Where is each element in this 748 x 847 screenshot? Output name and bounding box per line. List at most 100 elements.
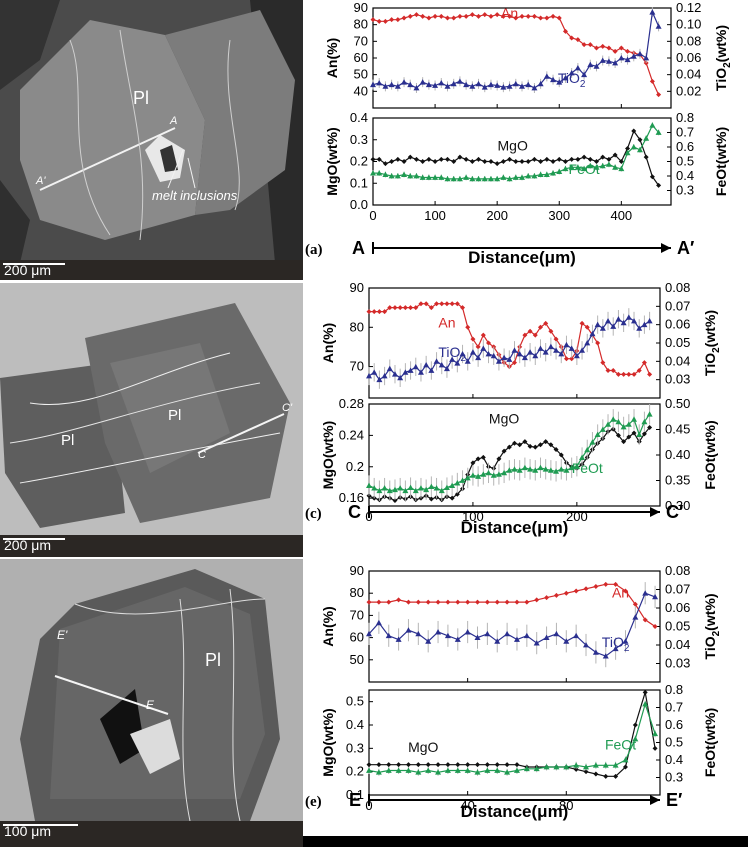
data-point xyxy=(615,418,622,425)
y2-tick-label: 0.5 xyxy=(665,735,683,750)
y-tick-label: 0.24 xyxy=(339,427,364,442)
data-point xyxy=(433,485,440,491)
series-label: TiO2 xyxy=(558,70,586,90)
data-point xyxy=(547,467,554,473)
data-point xyxy=(457,154,463,160)
data-point xyxy=(532,467,539,473)
x-axis: 0100200CC′(c)Distance(μm) xyxy=(305,502,683,537)
data-point xyxy=(655,129,662,135)
data-point xyxy=(488,159,494,164)
data-point xyxy=(494,599,500,605)
y2-tick-label: 0.08 xyxy=(665,280,690,295)
data-point xyxy=(417,369,424,375)
data-point xyxy=(534,597,540,603)
data-point xyxy=(600,43,606,49)
data-point xyxy=(556,15,562,21)
series-MgO xyxy=(366,689,658,779)
data-point xyxy=(537,324,543,330)
data-point xyxy=(563,638,570,644)
data-point xyxy=(605,318,612,324)
data-point xyxy=(622,757,629,763)
data-point xyxy=(501,448,507,454)
data-point xyxy=(413,156,419,162)
data-point xyxy=(511,347,518,353)
data-point xyxy=(542,349,549,355)
data-point xyxy=(445,762,451,768)
data-point xyxy=(519,174,525,180)
data-point xyxy=(649,78,655,84)
data-point xyxy=(562,165,569,172)
data-point xyxy=(376,376,383,383)
data-point xyxy=(569,356,575,362)
data-point xyxy=(636,50,643,57)
data-point xyxy=(625,314,632,320)
data-point xyxy=(507,13,513,19)
data-point xyxy=(423,486,430,493)
data-point xyxy=(401,15,407,21)
data-point xyxy=(506,444,512,450)
series-label: An xyxy=(501,5,518,21)
data-point xyxy=(537,171,544,177)
data-point xyxy=(626,434,632,440)
data-point xyxy=(606,156,612,162)
data-point xyxy=(537,464,544,471)
data-point xyxy=(632,722,638,728)
data-point xyxy=(563,764,570,770)
data-point xyxy=(568,164,575,170)
data-point xyxy=(563,467,570,473)
y-tick-label: 80 xyxy=(350,319,364,334)
data-point xyxy=(464,767,471,773)
data-point xyxy=(465,324,471,330)
data-point xyxy=(613,773,619,779)
y2-tick-label: 0.04 xyxy=(665,637,690,652)
y2-tick-label: 0.3 xyxy=(665,770,683,785)
data-point xyxy=(516,351,523,357)
y2-tick-label: 0.03 xyxy=(665,656,690,671)
series-MgO xyxy=(370,128,662,188)
data-point xyxy=(544,15,550,21)
data-point xyxy=(382,161,388,167)
data-point xyxy=(484,599,490,605)
data-point xyxy=(449,482,456,488)
subplot-top: 50 60 70 80 90 0.03 0.04 0.05 0.06 0.07 0.08 An(%) T… xyxy=(320,563,722,683)
data-point xyxy=(484,762,490,768)
data-point xyxy=(605,368,611,373)
y-axis-label: MgO(wt%) xyxy=(324,127,340,195)
data-point xyxy=(563,341,570,348)
data-point xyxy=(407,13,413,19)
data-point xyxy=(494,175,501,182)
y-tick-label: 0.5 xyxy=(346,694,364,709)
y-tick-label: 0.2 xyxy=(346,764,364,779)
data-point xyxy=(426,156,432,162)
data-point xyxy=(625,48,631,54)
data-point xyxy=(579,347,586,353)
y2-tick-label: 0.7 xyxy=(665,700,683,715)
data-point xyxy=(593,164,600,170)
data-point xyxy=(464,358,471,364)
data-point xyxy=(474,769,481,775)
data-point xyxy=(366,309,372,315)
series-label: An xyxy=(612,585,629,601)
data-point xyxy=(573,766,579,772)
data-point xyxy=(589,439,596,445)
data-point xyxy=(500,84,507,90)
data-point xyxy=(435,629,442,635)
data-point xyxy=(550,170,557,176)
data-point xyxy=(386,487,393,494)
y2-axis-label: TiO2(wt%) xyxy=(702,594,722,660)
y2-axis-label: FeOt(wt%) xyxy=(702,708,718,777)
data-point xyxy=(386,762,392,768)
data-point xyxy=(631,371,637,377)
data-point xyxy=(574,164,581,170)
data-point xyxy=(527,443,533,449)
x-tick-label: 0 xyxy=(369,208,376,223)
data-point xyxy=(527,349,534,355)
data-point xyxy=(584,340,591,346)
data-point xyxy=(599,57,606,63)
data-point xyxy=(569,35,575,41)
data-point xyxy=(438,156,444,162)
data-point xyxy=(622,638,629,644)
data-point xyxy=(438,80,445,86)
data-point xyxy=(543,439,549,445)
data-point xyxy=(649,122,656,128)
